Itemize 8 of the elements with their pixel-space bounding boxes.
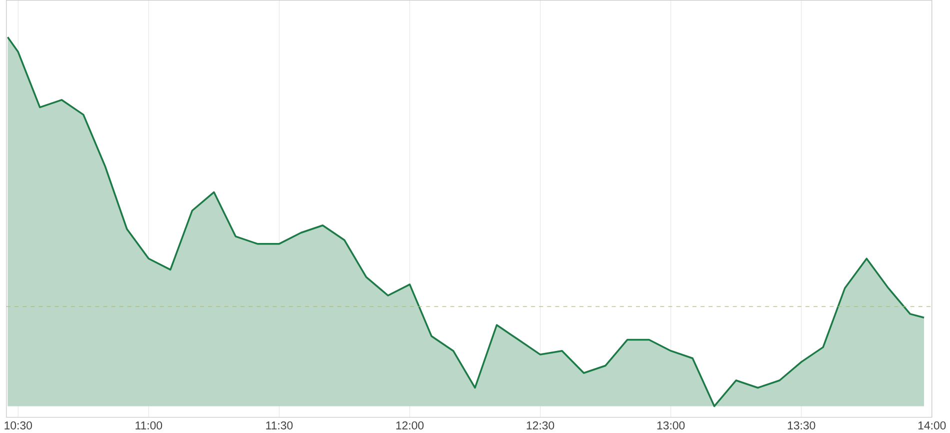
x-tick-label: 13:00	[657, 421, 685, 430]
x-tick-label: 12:30	[526, 421, 554, 430]
x-tick-label: 13:30	[788, 421, 816, 430]
x-tick-label: 10:30	[4, 421, 32, 430]
x-tick-label: 12:00	[396, 421, 424, 430]
x-tick-label: 11:00	[136, 421, 162, 430]
x-tick-label: 11:30	[266, 421, 293, 430]
x-tick-label: 14:00	[918, 421, 946, 430]
